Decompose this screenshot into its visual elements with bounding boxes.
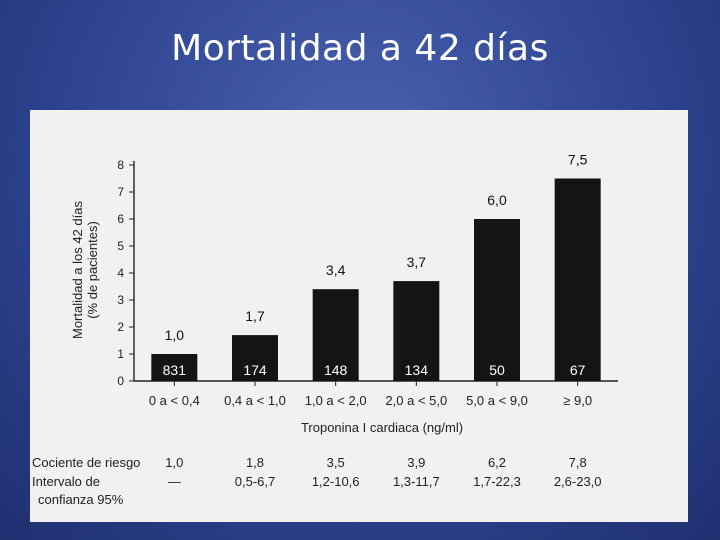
ci-value: 0,5-6,7 [235,474,275,489]
slide-title: Mortalidad a 42 días [171,28,549,69]
hazard-ratio-value: 7,8 [569,455,587,470]
y-tick-label: 8 [117,158,124,172]
bar-value-label: 3,7 [407,254,427,270]
x-tick-label: 1,0 a < 2,0 [305,393,367,408]
bar [151,354,198,381]
bar-n-label: 67 [570,362,586,378]
ci-label-line2: confianza 95% [38,492,124,507]
bar [312,289,359,381]
x-tick-label: 0,4 a < 1,0 [224,393,286,408]
y-tick-label: 3 [117,293,124,307]
y-tick-label: 1 [117,347,124,361]
hazard-ratio-value: 1,0 [165,455,183,470]
bar-n-label: 50 [489,362,505,378]
hazard-ratio-value: 1,8 [246,455,264,470]
x-tick-label: ≥ 9,0 [563,393,592,408]
ci-value: — [168,474,181,489]
bar-n-label: 148 [324,362,348,378]
bar-value-label: 3,4 [326,262,346,278]
hazard-ratio-value: 3,5 [327,455,345,470]
bar-value-label: 7,5 [568,152,588,168]
bar [393,281,440,381]
x-axis-title: Troponina I cardiaca (ng/ml) [301,420,463,435]
bar-value-label: 1,0 [165,327,185,343]
ci-value: 1,2-10,6 [312,474,360,489]
ci-value: 1,7-22,3 [473,474,521,489]
x-tick-label: 0 a < 0,4 [149,393,200,408]
hazard-ratio-value: 3,9 [407,455,425,470]
ci-label-line1: Intervalo de [32,474,100,489]
hazard-ratio-value: 6,2 [488,455,506,470]
risk-table: 1,0 1,8 3,5 3,9 6,2 7,8 — 0,5-6,7 1,2-10,6 1,3-11… [165,455,601,489]
y-tick-label: 0 [117,374,124,388]
bar [232,335,278,381]
bar-n-label: 831 [163,362,187,378]
chart-axes [133,161,618,382]
y-tick-label: 6 [117,212,124,226]
x-tick-label: 2,0 a < 5,0 [385,393,447,408]
x-tick-label: 5,0 a < 9,0 [466,393,528,408]
y-axis-title: Mortalidad a los 42 días [70,200,85,339]
y-tick-label: 5 [117,239,124,253]
y-axis-ticks: 0 1 2 3 4 5 6 7 8 [117,158,134,388]
bar-value-label: 6,0 [487,192,507,208]
bar-n-label: 134 [405,362,429,378]
bar [554,178,601,381]
bar-value-label: 1,7 [245,308,265,324]
y-tick-label: 2 [117,320,124,334]
bar-series [151,178,601,381]
ci-value: 1,3-11,7 [393,474,440,489]
bar [474,219,520,381]
bar-labels: 1,0 831 0 a < 0,4 1,7 174 0,4 a < 1,0 3,4 148 1,… [149,152,592,409]
y-axis-subtitle: (% de pacientes) [85,221,100,319]
y-tick-label: 4 [117,266,124,280]
y-tick-label: 7 [117,185,124,199]
bar-n-label: 174 [243,362,267,378]
hazard-ratio-label: Cociente de riesgo [32,455,140,470]
ci-value: 2,6-23,0 [554,474,602,489]
